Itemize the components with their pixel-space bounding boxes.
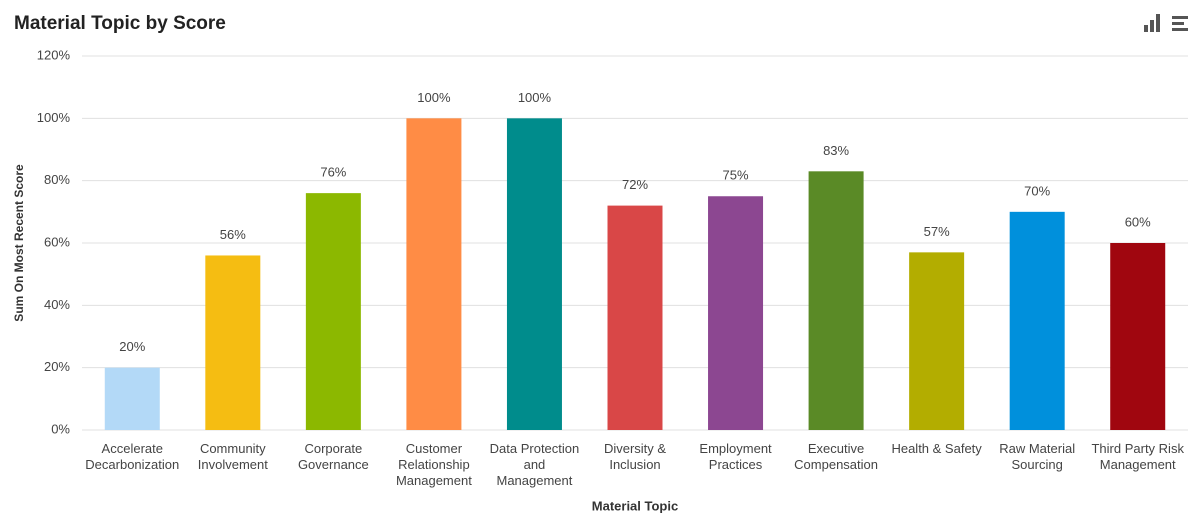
menu-icon[interactable] (1172, 16, 1188, 31)
y-tick-label: 40% (44, 297, 70, 312)
y-tick-label: 0% (51, 421, 70, 436)
data-label: 57% (924, 224, 950, 239)
x-tick-label: Customer Relationship Management (395, 441, 472, 488)
data-label: 56% (220, 227, 246, 242)
x-axis-label: Material Topic (592, 498, 678, 513)
bar (607, 205, 663, 430)
y-axis-label: Sum On Most Recent Score (12, 164, 26, 322)
bar (205, 255, 261, 430)
data-label: 76% (320, 165, 346, 180)
x-tick-label: Corporate Governance (297, 441, 369, 472)
bar (909, 252, 965, 430)
bar (708, 196, 764, 430)
x-tick-label: Raw Material Sourcing (999, 441, 1076, 472)
data-label: 75% (723, 168, 749, 183)
y-tick-label: 120% (37, 47, 71, 62)
x-tick-label: Data Protection and Management (489, 441, 580, 488)
bar (104, 367, 160, 430)
y-tick-label: 60% (44, 234, 70, 249)
data-label: 20% (119, 339, 145, 354)
bar (1009, 211, 1065, 430)
data-label: 72% (622, 177, 648, 192)
data-label: 100% (417, 90, 451, 105)
data-label: 83% (823, 143, 849, 158)
data-label: 70% (1024, 183, 1050, 198)
x-tick-label: Health & Safety (891, 441, 982, 456)
x-tick-label: Executive Compensation (794, 441, 878, 472)
chart-title: Material Topic by Score (14, 13, 226, 34)
x-tick-label: Third Party Risk Management (1091, 441, 1184, 472)
x-tick-label: Accelerate Decarbonization (85, 441, 180, 472)
x-tick-label: Diversity & Inclusion (603, 441, 667, 472)
bar (808, 171, 864, 431)
bar (506, 118, 562, 430)
y-tick-label: 100% (37, 110, 71, 125)
x-tick-label: Community Involvement (197, 441, 268, 472)
bar (1110, 243, 1166, 430)
bar (406, 118, 462, 430)
chart-type-icon[interactable] (1144, 14, 1160, 32)
bar (305, 193, 361, 430)
data-label: 60% (1125, 214, 1151, 229)
y-tick-label: 20% (44, 359, 70, 374)
data-label: 100% (518, 90, 552, 105)
y-tick-label: 80% (44, 172, 70, 187)
x-tick-label: Employment Practices (699, 441, 772, 472)
